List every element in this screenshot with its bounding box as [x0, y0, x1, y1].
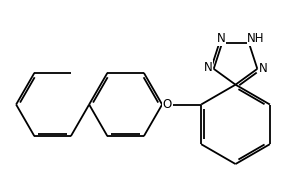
- Text: N: N: [204, 61, 212, 74]
- Text: O: O: [163, 98, 172, 111]
- Text: N: N: [259, 62, 268, 75]
- Text: NH: NH: [247, 32, 265, 45]
- Text: N: N: [217, 32, 226, 45]
